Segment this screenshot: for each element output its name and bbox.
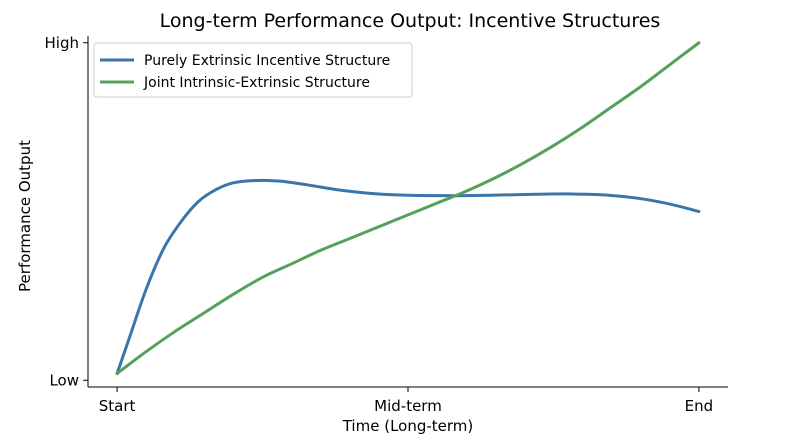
x-tick-label: End: [685, 397, 714, 415]
x-axis-label: Time (Long-term): [342, 417, 474, 435]
legend-box: [93, 42, 413, 98]
series-line-1: [115, 178, 701, 375]
x-ticks: Start Mid-term End: [99, 387, 713, 415]
legend-label-1: Purely Extrinsic Incentive Structure: [144, 53, 390, 69]
series-lines: [115, 41, 701, 375]
series-line-2: [115, 41, 701, 375]
legend: Purely Extrinsic Incentive Structure Join…: [93, 42, 413, 98]
plot-area: Start Mid-term End Low High: [45, 34, 728, 415]
y-ticks: Low High: [45, 34, 88, 389]
y-tick-label: High: [45, 34, 79, 52]
y-axis-label: Performance Output: [16, 140, 34, 292]
x-tick-label: Mid-term: [374, 397, 442, 415]
legend-label-2: Joint Intrinsic-Extrinsic Structure: [143, 75, 370, 91]
chart-title: Long-term Performance Output: Incentive …: [160, 10, 661, 32]
y-tick-label: Low: [49, 371, 79, 389]
x-tick-label: Start: [99, 397, 136, 415]
